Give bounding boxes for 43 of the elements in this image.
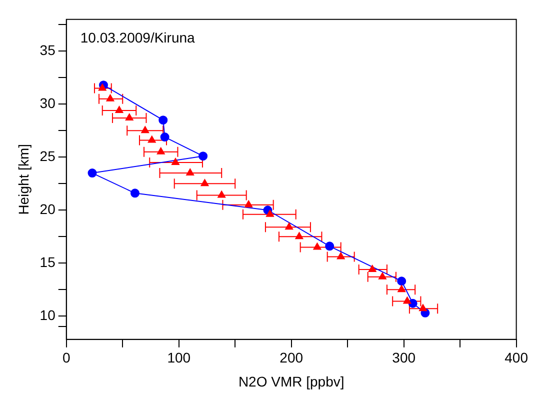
y-tick-label: 20 (40, 200, 56, 217)
point (398, 285, 406, 292)
point (172, 158, 180, 165)
y-tick-label: 30 (40, 95, 56, 112)
point (218, 190, 226, 198)
point (130, 188, 140, 198)
point (378, 272, 386, 280)
point (403, 296, 412, 304)
point (198, 152, 208, 161)
point (285, 222, 294, 230)
point (336, 252, 345, 260)
point (397, 276, 406, 286)
y-tick-label: 35 (40, 42, 56, 58)
point (98, 84, 106, 91)
point (186, 168, 194, 176)
point (106, 94, 114, 102)
point (200, 179, 209, 186)
point (266, 210, 274, 217)
point (88, 168, 97, 178)
x-tick-label: 200 (280, 350, 304, 366)
point (158, 116, 168, 125)
point (418, 304, 427, 312)
point (295, 232, 304, 240)
text: 10.03.2009/Kiruna (80, 29, 196, 46)
x-axis-title: N2O VMR [ppbv] (238, 373, 344, 390)
point (160, 132, 170, 142)
point (368, 264, 376, 272)
y-tick-label: 25 (40, 148, 56, 164)
y-axis-title: Height [km] (15, 144, 32, 215)
x-tick-label: 0 (62, 350, 70, 366)
point (244, 200, 253, 208)
x-tick-label: 100 (167, 350, 191, 366)
x-tick-label: 400 (504, 350, 528, 366)
point (115, 106, 124, 114)
point (141, 126, 150, 134)
point (148, 136, 156, 143)
point (156, 147, 165, 154)
y-tick-label: 10 (40, 306, 56, 323)
point (325, 242, 334, 251)
x-tick-label: 300 (392, 350, 416, 366)
y-tick-label: 15 (40, 254, 56, 270)
point (313, 242, 322, 250)
point (125, 113, 134, 120)
